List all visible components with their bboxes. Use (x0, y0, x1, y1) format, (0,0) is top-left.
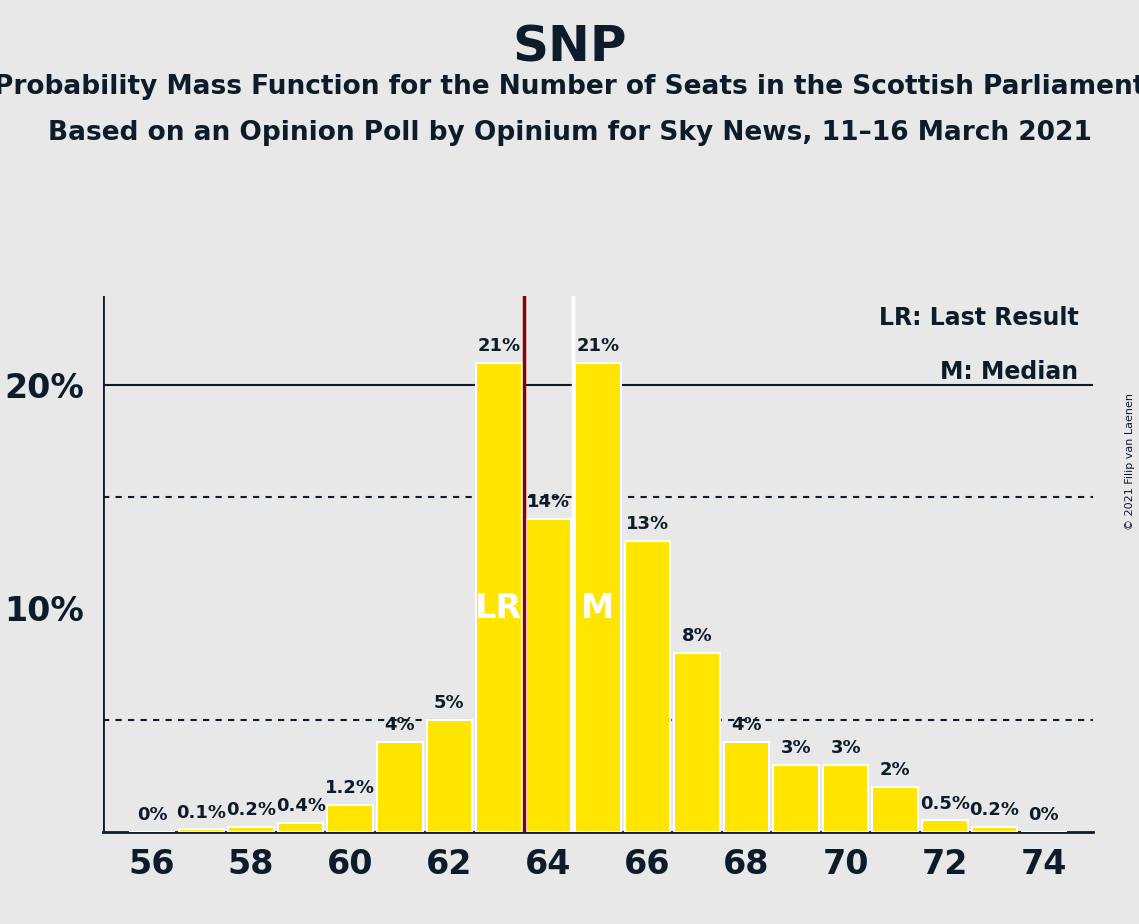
Text: 21%: 21% (576, 337, 620, 355)
Text: 0.2%: 0.2% (227, 801, 276, 820)
Text: M: Median: M: Median (941, 360, 1079, 384)
Text: © 2021 Filip van Laenen: © 2021 Filip van Laenen (1125, 394, 1134, 530)
Bar (624, 541, 671, 832)
Bar (179, 830, 224, 832)
Bar (476, 363, 522, 832)
Bar (723, 742, 770, 832)
Text: LR: LR (475, 591, 523, 625)
Text: 14%: 14% (527, 493, 570, 511)
Text: LR: Last Result: LR: Last Result (879, 307, 1079, 331)
Text: 0.1%: 0.1% (177, 804, 227, 821)
Bar (278, 822, 323, 832)
Bar (525, 519, 572, 832)
Text: 4%: 4% (385, 716, 415, 735)
Text: 1.2%: 1.2% (326, 779, 375, 797)
Text: 5%: 5% (434, 694, 465, 712)
Text: 0%: 0% (137, 806, 167, 824)
Bar (872, 787, 918, 832)
Bar (377, 742, 423, 832)
Text: 4%: 4% (731, 716, 762, 735)
Text: M: M (581, 591, 615, 625)
Text: Probability Mass Function for the Number of Seats in the Scottish Parliament: Probability Mass Function for the Number… (0, 74, 1139, 100)
Text: 21%: 21% (477, 337, 521, 355)
Bar (822, 765, 869, 832)
Text: SNP: SNP (513, 23, 626, 71)
Text: 2%: 2% (880, 761, 910, 779)
Text: Based on an Opinion Poll by Opinium for Sky News, 11–16 March 2021: Based on an Opinion Poll by Opinium for … (48, 120, 1091, 146)
Text: 0.5%: 0.5% (920, 795, 969, 812)
Text: 0.4%: 0.4% (276, 796, 326, 815)
Text: 3%: 3% (830, 739, 861, 757)
Bar (327, 805, 374, 832)
Text: 0%: 0% (1029, 806, 1059, 824)
Bar (426, 720, 473, 832)
Bar (972, 827, 1017, 832)
Bar (228, 827, 274, 832)
Bar (575, 363, 621, 832)
Text: 8%: 8% (682, 627, 712, 645)
Text: 13%: 13% (626, 516, 669, 533)
Bar (921, 821, 968, 832)
Bar (674, 653, 720, 832)
Text: 0.2%: 0.2% (969, 801, 1019, 820)
Bar (773, 765, 819, 832)
Text: 3%: 3% (781, 739, 811, 757)
